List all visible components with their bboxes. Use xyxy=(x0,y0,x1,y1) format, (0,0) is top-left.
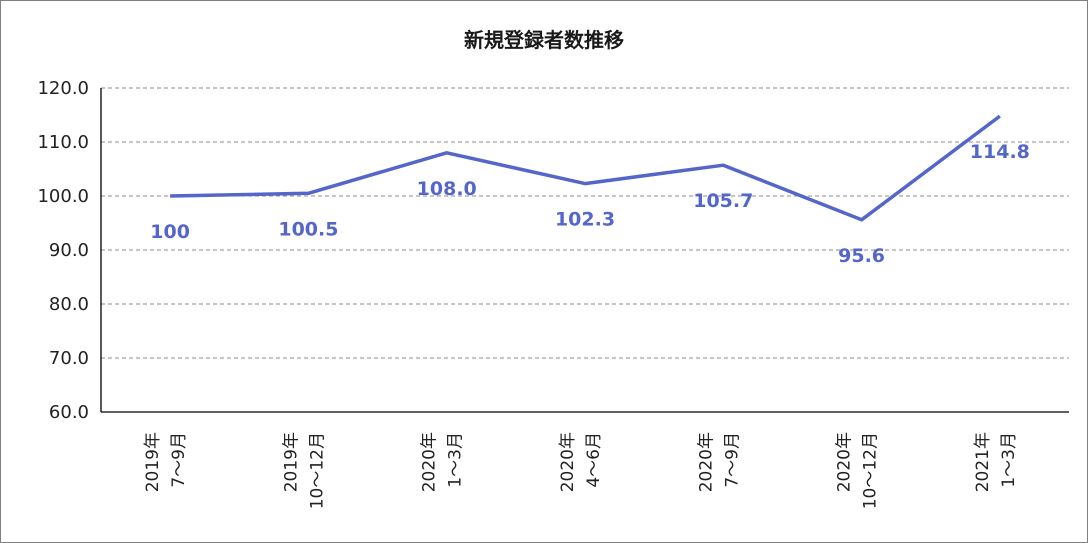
x-category-label: 2020年 1～3月 xyxy=(420,432,466,492)
x-category-label-line: 1～3月 xyxy=(446,432,466,488)
x-category-label-line: 4～6月 xyxy=(584,432,604,488)
y-tick-label: 60.0 xyxy=(49,402,89,423)
y-tick-label: 120.0 xyxy=(37,78,89,99)
data-label: 95.6 xyxy=(838,245,885,267)
data-label: 114.8 xyxy=(970,141,1030,163)
x-category-label-line: 2019年 xyxy=(143,432,163,492)
x-category-label-line: 2020年 xyxy=(696,432,716,492)
x-category-label: 2021年 1～3月 xyxy=(973,432,1019,492)
x-category-label: 2020年 10～12月 xyxy=(835,432,881,509)
x-category-label: 2019年 10～12月 xyxy=(281,432,327,509)
y-tick-label: 80.0 xyxy=(49,294,89,315)
x-category-label-line: 2020年 xyxy=(558,432,578,492)
data-label: 100 xyxy=(150,221,190,243)
y-tick-label: 100.0 xyxy=(37,186,89,207)
x-category-label-line: 7～9月 xyxy=(722,432,742,488)
data-label: 100.5 xyxy=(278,218,338,240)
x-category-label: 2020年 7～9月 xyxy=(696,432,742,492)
data-label: 105.7 xyxy=(693,190,753,212)
axes xyxy=(100,88,1069,413)
y-axis-tick-labels: 60.0 70.0 80.0 90.0 100.0 110.0 120.0 xyxy=(37,78,89,423)
x-category-label: 2020年 4～6月 xyxy=(558,432,604,492)
y-tick-label: 110.0 xyxy=(37,132,89,153)
x-category-label-line: 2020年 xyxy=(420,432,440,492)
series-line xyxy=(170,114,1001,222)
data-label: 108.0 xyxy=(417,178,477,200)
series-line-layer xyxy=(170,114,1001,222)
y-tick-label: 70.0 xyxy=(49,348,89,369)
x-category-label-line: 10～12月 xyxy=(861,432,881,509)
y-tick-label: 90.0 xyxy=(49,240,89,261)
x-category-label-line: 7～9月 xyxy=(169,432,189,488)
x-category-label-line: 2020年 xyxy=(835,432,855,492)
x-category-label-line: 2021年 xyxy=(973,432,993,492)
x-category-label: 2019年 7～9月 xyxy=(143,432,189,492)
data-label: 102.3 xyxy=(555,209,615,231)
x-axis-category-labels: 2019年 7～9月 2019年 10～12月 2020年 1～3月 2020年 4～6月 20… xyxy=(143,432,1019,509)
gridlines xyxy=(101,87,1069,359)
data-labels: 100 100.5 108.0 102.3 105.7 95.6 114.8 xyxy=(150,141,1030,267)
chart-title: 新規登録者数推移 xyxy=(464,28,624,52)
x-category-label-line: 1～3月 xyxy=(999,432,1019,488)
x-category-label-line: 10～12月 xyxy=(307,432,327,509)
x-category-label-line: 2019年 xyxy=(281,432,301,492)
